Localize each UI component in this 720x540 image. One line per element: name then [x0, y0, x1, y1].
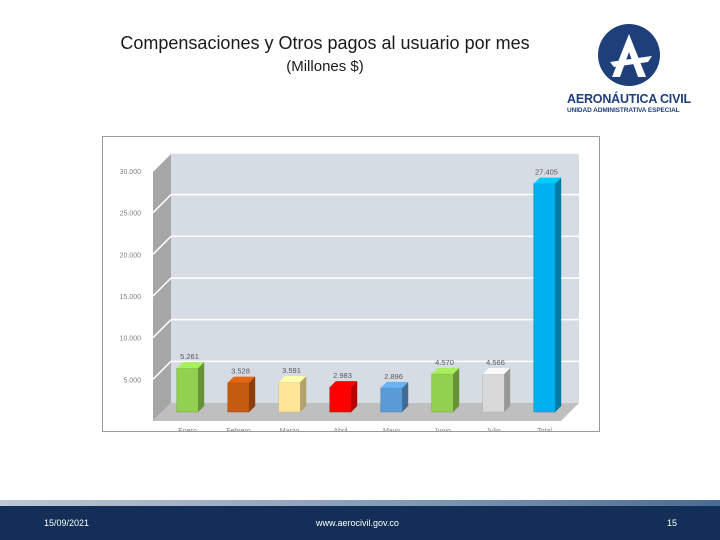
bar [431, 373, 454, 413]
data-label: 3.591 [282, 366, 301, 375]
bar-top [380, 381, 409, 388]
y-tick-label: 20.000 [120, 252, 142, 259]
y-tick-label: 10.000 [120, 336, 142, 343]
x-tick-label: Marzo [280, 428, 300, 431]
bar-chart: 5.000 10.000 15.000 20.000 25.000 30.000 5.261… [120, 152, 579, 431]
x-tick-label: Total [537, 428, 552, 431]
bar-side [402, 381, 409, 412]
data-label: 27.405 [535, 168, 558, 177]
bar-side [453, 367, 460, 412]
gridline-side [152, 152, 172, 172]
chart-frame: 5.000 10.000 15.000 20.000 25.000 30.000 5.261… [102, 136, 600, 432]
y-tick-label: 5.000 [123, 377, 141, 384]
bar [482, 373, 505, 413]
data-label: 4.570 [435, 358, 454, 367]
logo-subname: UNIDAD ADMINISTRATIVA ESPECIAL [567, 107, 680, 114]
footer-url[interactable]: www.aerocivil.gov.co [316, 518, 399, 528]
x-tick-label: Julio [486, 428, 501, 431]
y-tick-label: 15.000 [120, 294, 142, 301]
bar-top [227, 376, 256, 383]
data-label: 4.566 [486, 358, 505, 367]
data-label: 5.261 [180, 352, 199, 361]
footer-bar [0, 506, 720, 540]
x-tick-label: Mayo [383, 428, 400, 431]
bar-top [482, 367, 511, 374]
footer-stripe [0, 500, 720, 508]
data-label: 2.896 [384, 372, 403, 381]
gridline-side [152, 235, 172, 255]
y-tick-label: 25.000 [120, 211, 142, 218]
plot-floor [153, 403, 579, 421]
gridline-side [152, 277, 172, 297]
chart-subtitle: (Millones $) [286, 58, 364, 75]
bar [176, 367, 199, 413]
bar-side [555, 177, 562, 412]
bar-side [198, 362, 205, 412]
bar [278, 381, 301, 413]
x-tick-label: Enero [178, 428, 197, 431]
bar-top [533, 177, 562, 184]
bar-top [278, 376, 307, 383]
bar-side [351, 381, 358, 412]
footer-page-number: 15 [667, 518, 678, 528]
bar-top [329, 381, 358, 388]
bar-top [176, 362, 205, 369]
bar [329, 386, 352, 413]
bar-side [300, 376, 307, 412]
gridline-side [152, 194, 172, 214]
gridline-side [152, 319, 172, 339]
footer-date: 15/09/2021 [44, 518, 90, 528]
x-tick-label: Abril [333, 428, 347, 431]
bar-top [431, 367, 460, 374]
logo-name: AERONÁUTICA CIVIL [567, 92, 691, 106]
x-tick-label: Febrero [226, 428, 251, 431]
bar [533, 183, 556, 413]
bar-side [249, 376, 256, 412]
chart-title: Compensaciones y Otros pagos al usuario … [120, 33, 530, 53]
gridline-side [152, 360, 172, 380]
bar [380, 387, 403, 413]
bar [227, 382, 250, 413]
y-tick-label: 30.000 [120, 169, 142, 176]
data-label: 3.528 [231, 367, 250, 376]
bar-side [504, 367, 511, 412]
data-label: 2.983 [333, 371, 352, 380]
x-tick-label: Junio [434, 428, 451, 431]
aerocivil-logo-icon [598, 24, 660, 86]
